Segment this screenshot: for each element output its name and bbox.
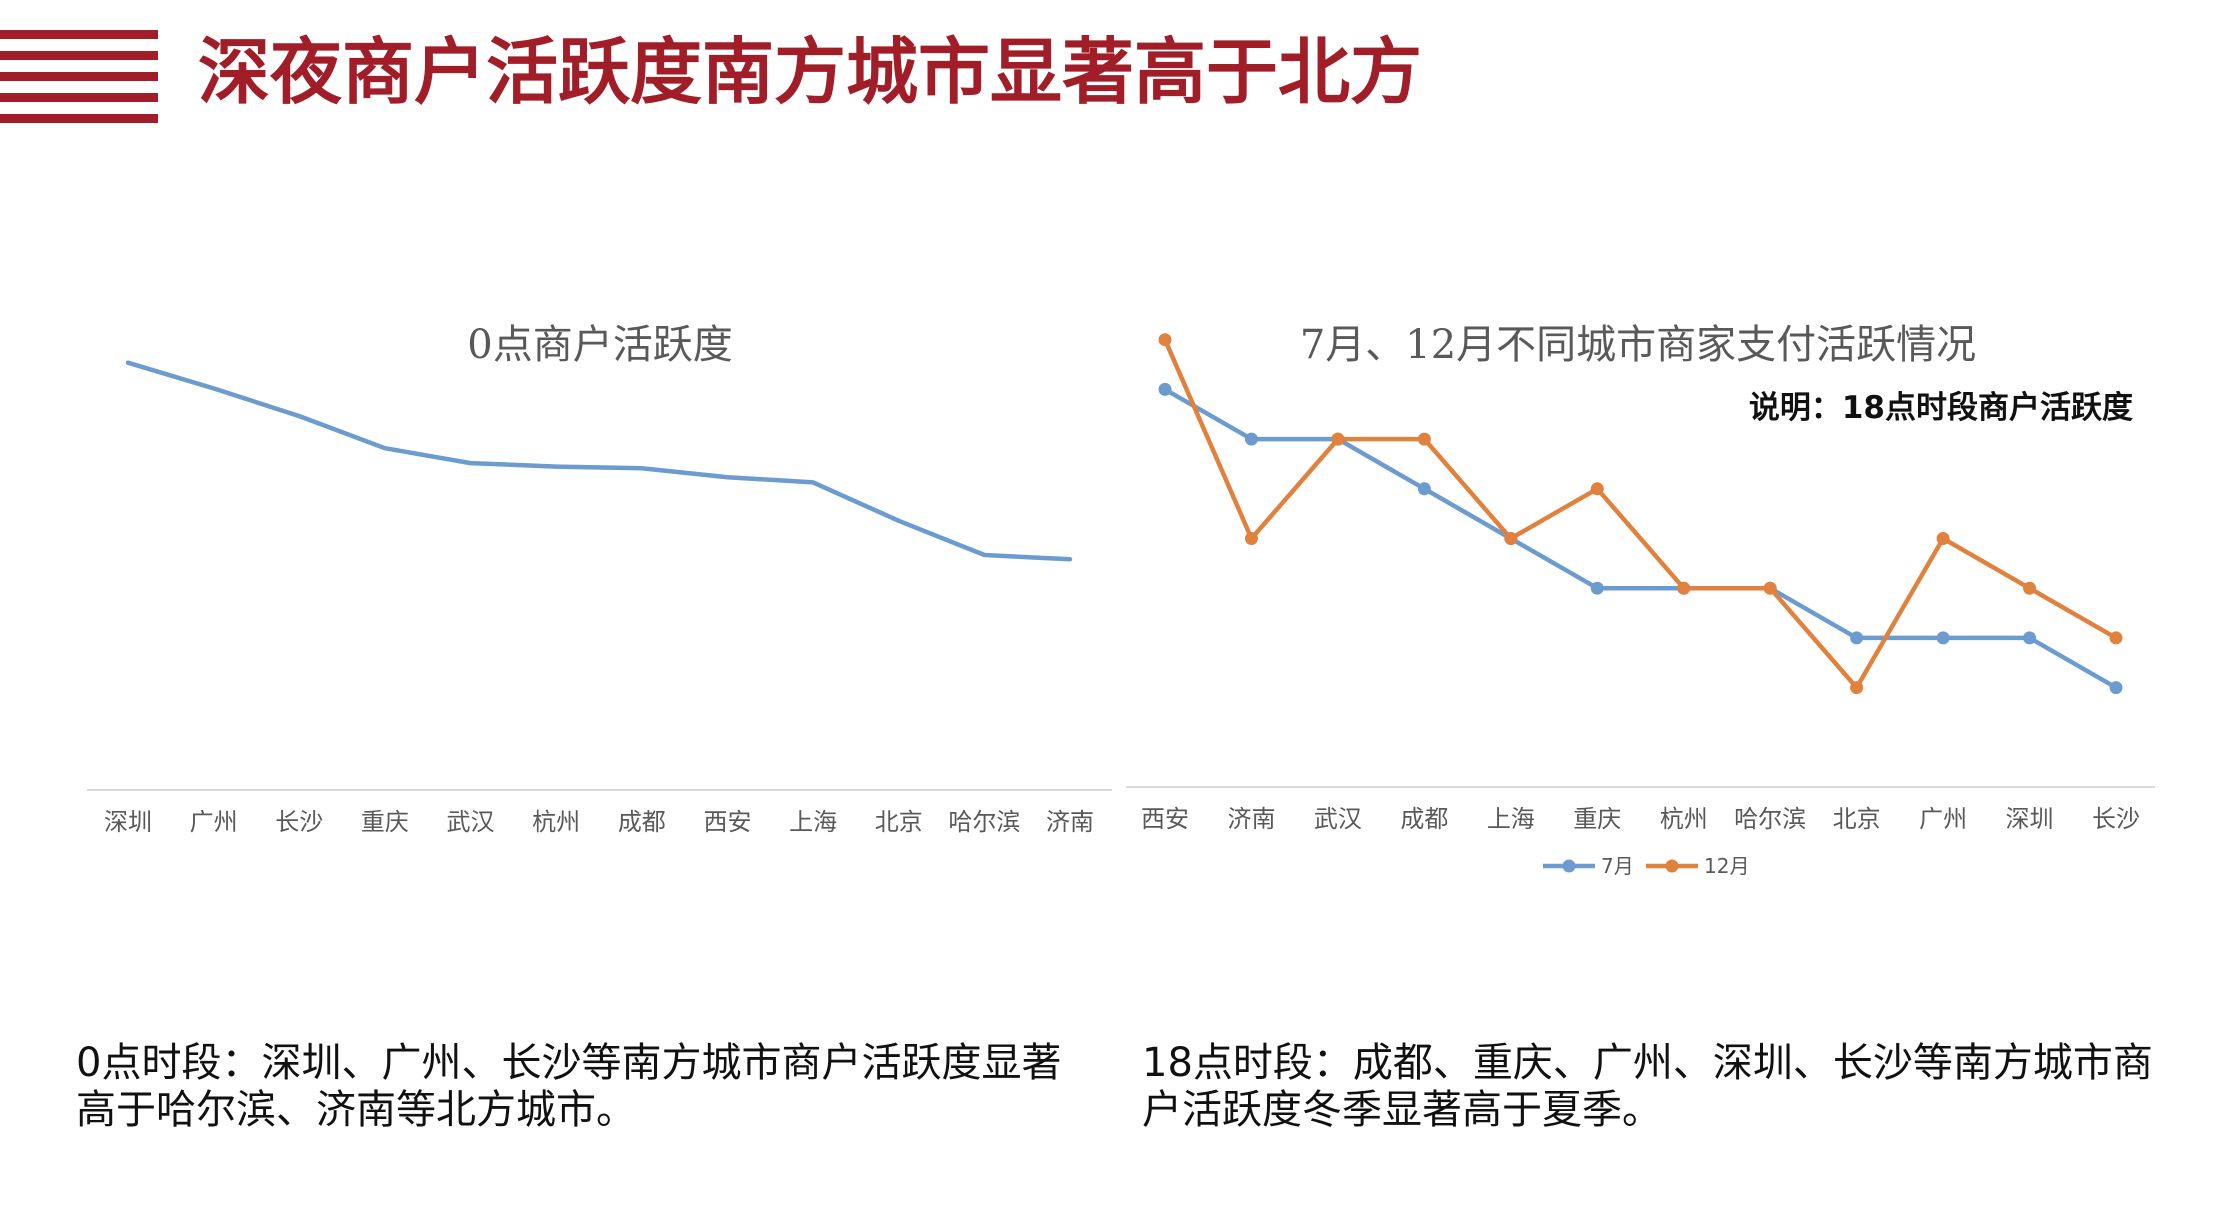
- x-tick-label: 广州: [1919, 805, 1967, 833]
- caption-right: 18点时段：成都、重庆、广州、深圳、长沙等南方城市商户活跃度冬季显著高于夏季。: [1142, 1040, 2153, 1133]
- data-point: [2023, 631, 2037, 645]
- data-point: [1590, 482, 1604, 496]
- series-line-0: [125, 360, 1073, 562]
- chart-0-midnight-activity: 0点商户活跃度 深圳 广州 长沙 重庆 武汉 杭州 成都 西安 上海 北京 哈尔滨 济南: [87, 322, 1112, 836]
- data-point: [1244, 532, 1258, 545]
- data-point: [1677, 581, 1691, 595]
- x-tick-label: 长沙: [275, 808, 323, 836]
- legend-swatch-marker: [1562, 859, 1576, 873]
- data-point: [1936, 631, 1950, 645]
- data-point: [1504, 532, 1518, 545]
- x-tick-label: 武汉: [1314, 805, 1362, 833]
- decor-bar: [0, 93, 158, 102]
- x-tick-label: 北京: [1833, 805, 1881, 833]
- x-tick-label: 长沙: [2092, 805, 2140, 833]
- x-tick-label: 哈尔滨: [948, 808, 1020, 836]
- x-tick-label: 深圳: [104, 808, 152, 836]
- page-title: 深夜商户活跃度南方城市显著高于北方: [198, 30, 1423, 114]
- data-point: [1417, 482, 1431, 496]
- chart-subtitle: 说明：18点时段商户活跃度: [1749, 390, 2133, 426]
- chart-title: 0点商户活跃度: [467, 322, 732, 368]
- x-tick-label: 哈尔滨: [1734, 805, 1806, 833]
- data-point: [1936, 532, 1950, 545]
- data-point: [2109, 631, 2123, 645]
- legend-swatch-marker: [1665, 859, 1679, 873]
- chart-1-payment-activity: 7月、12月不同城市商家支付活跃情况 说明：18点时段商户活跃度 西安 济南 武汉 成…: [1126, 322, 2155, 878]
- data-point: [1590, 581, 1604, 595]
- series-line-0: [1162, 387, 2119, 690]
- x-tick-label: 西安: [703, 808, 751, 836]
- x-tick-label: 成都: [1400, 805, 1448, 833]
- caption-left: 0点时段：深圳、广州、长沙等南方城市商户活跃度显著高于哈尔滨、济南等北方城市。: [76, 1040, 1062, 1133]
- x-tick-label: 西安: [1141, 805, 1189, 833]
- data-point: [1158, 382, 1172, 396]
- x-tick-label: 北京: [875, 808, 923, 836]
- data-point: [2023, 581, 2037, 595]
- x-tick-label: 深圳: [2006, 805, 2054, 833]
- x-tick-label: 广州: [190, 808, 238, 836]
- x-tick-label: 上海: [1487, 805, 1535, 833]
- decor-bar: [0, 30, 158, 39]
- data-point: [1331, 432, 1345, 446]
- title-decoration: [0, 30, 158, 123]
- x-tick-label: 重庆: [1573, 805, 1621, 833]
- data-point: [1850, 681, 1864, 695]
- legend-label: 7月: [1601, 854, 1634, 878]
- data-point: [1763, 581, 1777, 595]
- legend-label: 12月: [1704, 854, 1749, 878]
- x-tick-label: 杭州: [532, 808, 580, 836]
- data-point: [2109, 681, 2123, 695]
- data-point: [1850, 631, 1864, 645]
- x-tick-label: 杭州: [1660, 805, 1708, 833]
- decor-bar: [0, 72, 158, 81]
- x-tick-label: 重庆: [361, 808, 409, 836]
- decor-bar: [0, 114, 158, 123]
- data-point: [1244, 432, 1258, 446]
- x-tick-label: 成都: [618, 808, 666, 836]
- series-line-1: [1162, 337, 2119, 690]
- data-point: [1417, 432, 1431, 446]
- data-point: [1158, 333, 1172, 347]
- x-tick-label: 济南: [1227, 805, 1275, 833]
- x-tick-label: 上海: [789, 808, 837, 836]
- x-tick-label: 武汉: [447, 808, 495, 836]
- chart-title: 7月、12月不同城市商家支付活跃情况: [1300, 322, 1976, 368]
- x-tick-label: 济南: [1046, 808, 1094, 836]
- decor-bar: [0, 51, 158, 60]
